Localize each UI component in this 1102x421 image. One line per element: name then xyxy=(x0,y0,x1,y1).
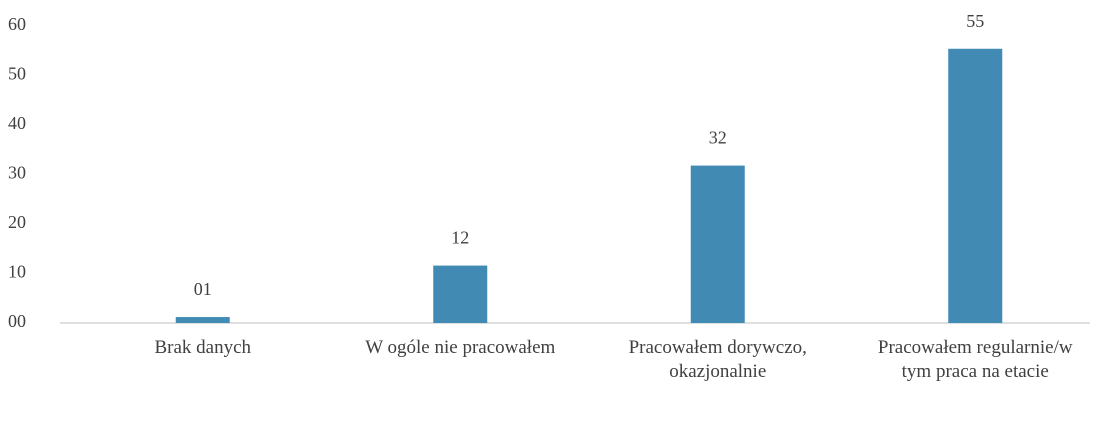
y-tick-label: 50 xyxy=(8,64,26,84)
bar xyxy=(948,48,1003,324)
y-tick-label: 40 xyxy=(8,113,26,133)
bar xyxy=(690,165,745,323)
y-tick-label: 20 xyxy=(8,212,26,232)
data-label: 55 xyxy=(966,11,984,31)
y-tick-label: 30 xyxy=(8,163,26,183)
y-tick-label: 10 xyxy=(8,262,26,282)
y-tick-label: 00 xyxy=(8,311,26,331)
data-label: 12 xyxy=(451,228,469,248)
x-tick-label: Pracowałem regularnie/w tym praca na eta… xyxy=(877,337,1073,382)
bar xyxy=(433,265,488,323)
x-tick-label: Pracowałem dorywczo, okazjonalnie xyxy=(628,337,807,382)
x-tick-label: W ogóle nie pracowałem xyxy=(365,337,556,358)
y-tick-label: 60 xyxy=(8,14,26,34)
data-label: 32 xyxy=(709,128,727,148)
bar xyxy=(175,317,230,323)
x-tick-label: Brak danych xyxy=(154,337,252,358)
data-label: 01 xyxy=(194,279,212,299)
